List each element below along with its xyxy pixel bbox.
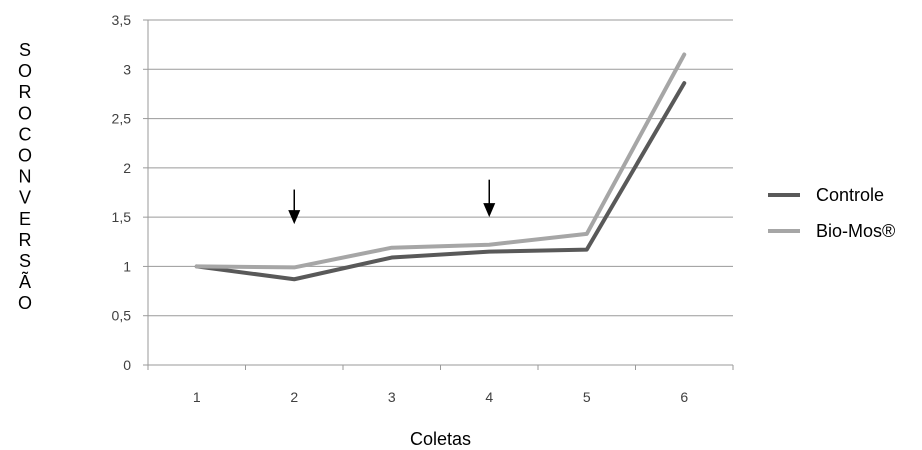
annotations	[288, 179, 496, 225]
x-tick-label: 6	[680, 389, 688, 405]
series-line-controle	[194, 81, 687, 282]
arrow-down-icon	[288, 210, 301, 225]
y-tick-label: 1	[123, 258, 131, 274]
y-tick-label: 2,5	[112, 111, 132, 127]
x-tick-label: 2	[290, 389, 298, 405]
x-tick-label: 1	[193, 389, 201, 405]
y-tick-label: 3	[123, 61, 131, 77]
y-tick-label: 0	[123, 357, 131, 373]
x-tick-label: 5	[583, 389, 591, 405]
y-tick-label: 3,5	[112, 12, 132, 28]
legend-label: Controle	[816, 185, 884, 205]
x-axis-title: Coletas	[410, 429, 471, 449]
y-tick-label: 0,5	[112, 308, 132, 324]
tick-labels: 0 0,5 1 1,5 2 2,5 3 3,5 1 2 3 4 5 6	[112, 12, 689, 405]
series-lines	[194, 52, 687, 282]
arrow-down-icon	[483, 203, 496, 218]
x-tick-label: 4	[485, 389, 493, 405]
y-tick-label: 1,5	[112, 209, 132, 225]
y-tick-label: 2	[123, 160, 131, 176]
x-tick-label: 3	[388, 389, 396, 405]
series-line-bio-mos	[194, 52, 687, 270]
axes	[143, 19, 734, 370]
axis-titles: Coletas S O R O C O N V E R S Ã O	[18, 40, 471, 449]
legend: Controle Bio-Mos®	[768, 185, 895, 241]
legend-label: Bio-Mos®	[816, 221, 895, 241]
